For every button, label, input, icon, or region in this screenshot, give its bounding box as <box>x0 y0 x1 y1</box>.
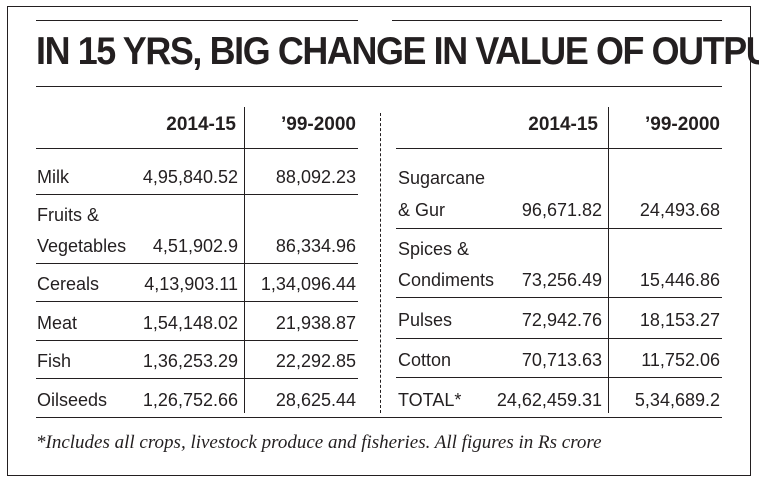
left-row-label: Vegetables <box>37 236 127 256</box>
infographic-frame <box>7 6 751 476</box>
left-row-value-1999: 88,092.23 <box>275 167 356 187</box>
left-row-value-2014: 4,51,902.9 <box>152 236 238 256</box>
right-row-value-2014: 96,671.82 <box>521 200 602 220</box>
left-header-rule <box>36 148 358 149</box>
right-row-label: Condiments <box>398 270 495 290</box>
left-row-label: Fish <box>37 351 72 371</box>
left-row-rule <box>36 194 358 195</box>
right-total-value-2014: 24,62,459.31 <box>496 390 602 410</box>
right-row-rule <box>396 377 722 378</box>
left-header-1999: ’99-2000 <box>280 114 356 135</box>
right-row-value-1999: 18,153.27 <box>639 310 720 330</box>
right-row-value-1999: 24,493.68 <box>639 200 720 220</box>
right-row-label: Cotton <box>398 350 452 370</box>
footer-rule <box>36 417 722 418</box>
left-row-value-1999: 86,334.96 <box>275 236 356 256</box>
right-row-label: Sugarcane <box>398 168 486 188</box>
left-column-rule <box>244 107 245 413</box>
right-header-2014: 2014-15 <box>528 114 598 135</box>
left-row-value-2014: 4,95,840.52 <box>142 167 238 187</box>
title-top-rule <box>36 20 358 21</box>
right-header-rule <box>396 148 722 149</box>
left-row-value-1999: 28,625.44 <box>275 390 356 410</box>
left-row-label: Milk <box>37 167 69 187</box>
left-row-value-2014: 4,13,903.11 <box>144 274 238 294</box>
left-row-label: Meat <box>37 313 78 333</box>
right-column-rule <box>608 107 609 413</box>
left-row-value-1999: 1,34,096.44 <box>260 274 356 294</box>
right-header-1999: ’99-2000 <box>644 114 720 135</box>
left-row-value-2014: 1,36,253.29 <box>142 351 238 371</box>
right-row-label: Spices & <box>398 239 470 259</box>
title-top-rule-right <box>392 20 722 21</box>
table-divider <box>380 113 381 413</box>
left-header-2014: 2014-15 <box>166 114 236 135</box>
footnote: *Includes all crops, livestock produce a… <box>36 432 602 453</box>
right-row-rule <box>396 297 722 298</box>
right-row-value-1999: 15,446.86 <box>639 270 720 290</box>
left-row-rule <box>36 263 358 264</box>
left-row-value-2014: 1,26,752.66 <box>142 390 238 410</box>
left-row-label: Oilseeds <box>37 390 108 410</box>
left-row-value-1999: 21,938.87 <box>275 313 356 333</box>
right-row-label: & Gur <box>398 200 446 220</box>
right-row-value-2014: 73,256.49 <box>521 270 602 290</box>
right-row-rule <box>396 228 722 229</box>
left-row-value-2014: 1,54,148.02 <box>142 313 238 333</box>
right-row-value-1999: 11,752.06 <box>641 350 720 370</box>
right-total-label: TOTAL* <box>398 390 462 410</box>
right-row-rule <box>396 338 722 339</box>
left-row-label: Cereals <box>37 274 100 294</box>
title-bottom-rule <box>36 86 722 87</box>
left-row-rule <box>36 378 358 379</box>
left-row-value-1999: 22,292.85 <box>275 351 356 371</box>
left-row-rule <box>36 301 358 302</box>
right-row-label: Pulses <box>398 310 453 330</box>
right-row-value-2014: 72,942.76 <box>521 310 602 330</box>
right-total-value-1999: 5,34,689.2 <box>634 390 720 410</box>
page-title: IN 15 YRS, BIG CHANGE IN VALUE OF OUTPUT <box>36 30 759 73</box>
left-row-rule <box>36 340 358 341</box>
right-row-value-2014: 70,713.63 <box>521 350 602 370</box>
left-row-label: Fruits & <box>37 205 100 225</box>
